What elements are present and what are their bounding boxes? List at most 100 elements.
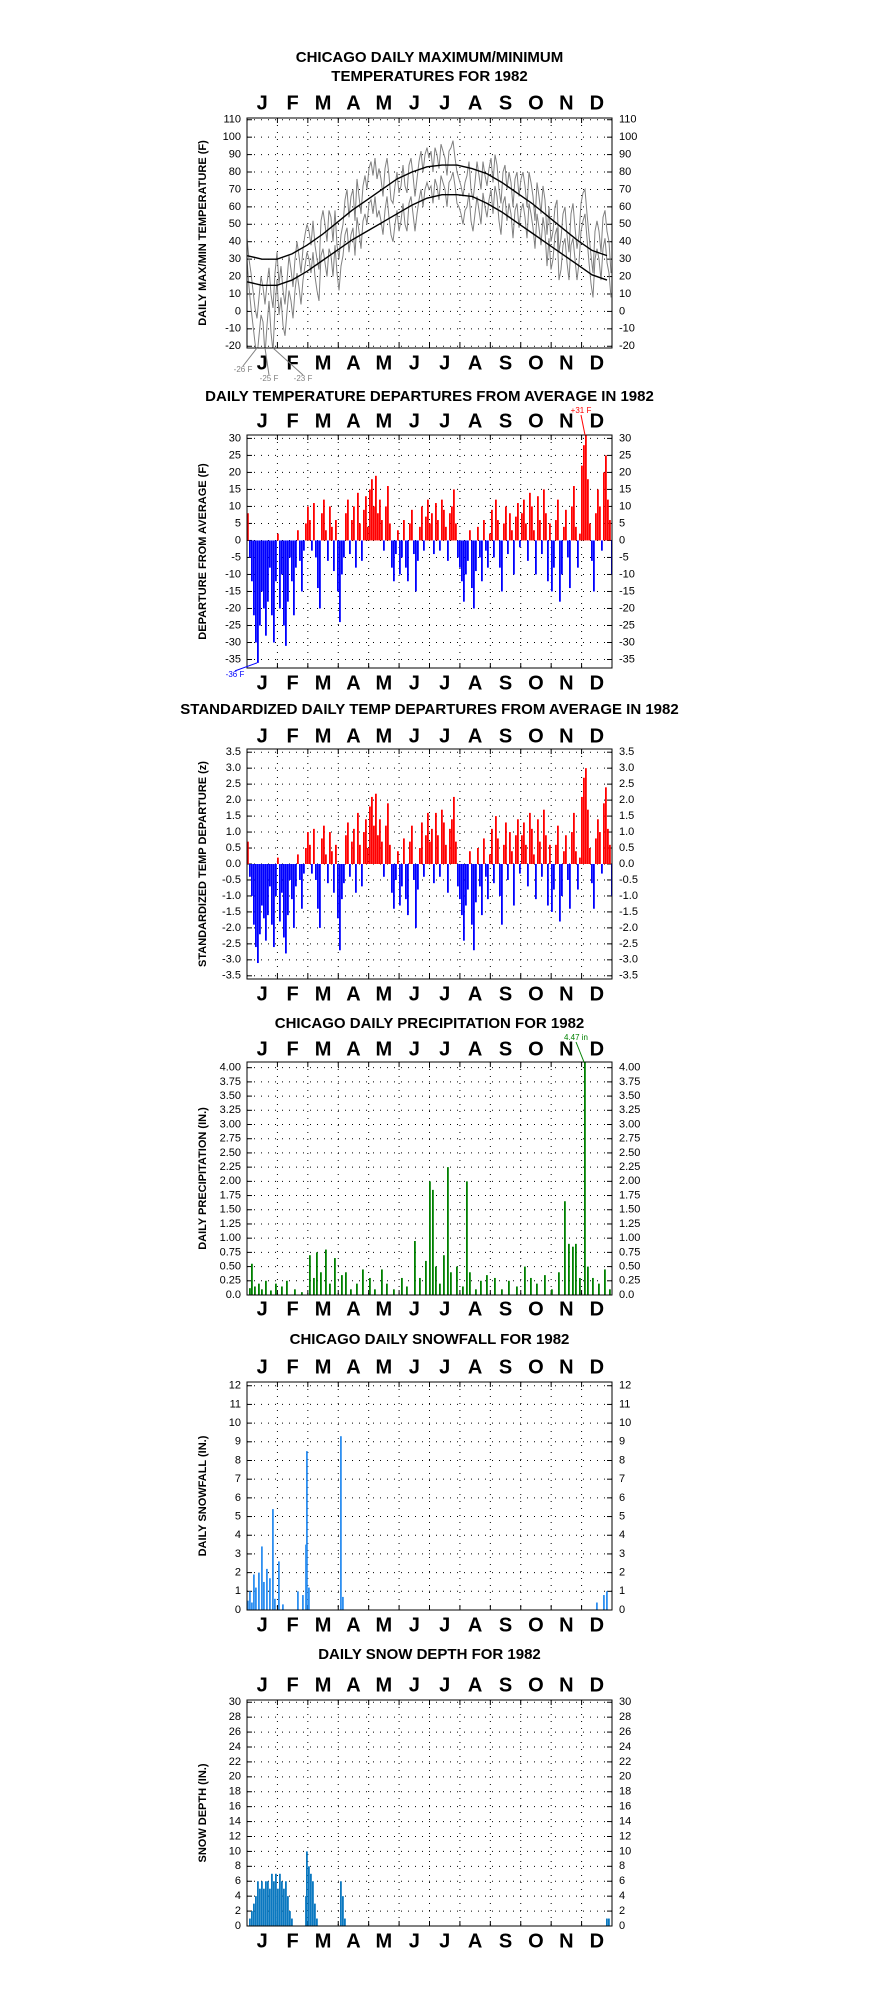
y-tick-label-left: 3.0 bbox=[226, 762, 241, 774]
y-tick-label-left: 3.5 bbox=[226, 746, 241, 758]
y-tick-label-left: 20 bbox=[229, 270, 241, 282]
bar bbox=[499, 540, 501, 568]
y-tick-label-left: 14 bbox=[229, 1815, 241, 1827]
month-label-top: O bbox=[528, 1674, 544, 1696]
month-label-bottom: D bbox=[590, 1298, 604, 1320]
bar bbox=[421, 506, 423, 541]
bar bbox=[407, 864, 409, 916]
bar bbox=[269, 540, 271, 568]
bar bbox=[551, 1289, 553, 1295]
y-tick-label-left: 18 bbox=[229, 1786, 241, 1798]
bar bbox=[345, 835, 347, 864]
y-tick-label-right: -3.5 bbox=[619, 970, 638, 982]
bar bbox=[437, 520, 439, 541]
y-tick-label-left: -35 bbox=[225, 653, 241, 665]
y-tick-label-right: 70 bbox=[619, 183, 631, 195]
bar bbox=[294, 1289, 296, 1295]
bar bbox=[277, 1888, 279, 1926]
bar bbox=[277, 857, 279, 864]
bar bbox=[592, 1277, 594, 1295]
bar bbox=[267, 540, 269, 602]
bar bbox=[517, 503, 519, 541]
bar bbox=[253, 1903, 255, 1926]
y-tick-label-right: 0.25 bbox=[619, 1275, 640, 1287]
bar bbox=[297, 854, 299, 864]
y-tick-label-right: 1.25 bbox=[619, 1218, 640, 1230]
y-tick-label-left: 12 bbox=[229, 1830, 241, 1842]
bar bbox=[279, 540, 281, 609]
month-label-bottom: M bbox=[315, 1614, 332, 1636]
y-tick-label-left: -30 bbox=[225, 636, 241, 648]
bar bbox=[283, 864, 285, 938]
bar bbox=[421, 822, 423, 864]
plot-frame bbox=[246, 117, 613, 349]
y-axis-label: STANDARDIZED TEMP DEPARTURE (z) bbox=[197, 761, 209, 967]
bar bbox=[329, 506, 331, 541]
bar bbox=[417, 540, 419, 561]
month-label-bottom: O bbox=[528, 983, 544, 1005]
month-label-top: A bbox=[468, 1038, 482, 1060]
bar bbox=[337, 864, 339, 919]
month-label-bottom: J bbox=[439, 983, 450, 1005]
bar bbox=[281, 864, 283, 893]
bar bbox=[275, 864, 277, 896]
bar bbox=[535, 540, 537, 575]
y-tick-label-right: 4 bbox=[619, 1529, 625, 1541]
bar bbox=[606, 1918, 608, 1926]
y-tick-label-left: 3.00 bbox=[220, 1118, 241, 1130]
y-tick-label-right: 16 bbox=[619, 1801, 631, 1813]
bar bbox=[287, 540, 289, 602]
y-tick-label-right: 20 bbox=[619, 1771, 631, 1783]
y-tick-label-right: 1.5 bbox=[619, 810, 634, 822]
month-label-bottom: A bbox=[346, 1298, 360, 1320]
y-tick-label-right: 90 bbox=[619, 148, 631, 160]
bar bbox=[463, 864, 465, 941]
month-label-top: J bbox=[257, 92, 268, 114]
bar bbox=[587, 1266, 589, 1295]
bar bbox=[379, 499, 381, 541]
month-label-bottom: S bbox=[499, 1298, 512, 1320]
y-tick-label-left: -1.5 bbox=[222, 906, 241, 918]
plot-frame bbox=[246, 748, 613, 980]
annotation-label: -36 F bbox=[226, 670, 245, 679]
y-tick-label-right: 0 bbox=[619, 305, 625, 317]
bar bbox=[255, 1587, 257, 1610]
y-tick-label-left: 90 bbox=[229, 148, 241, 160]
y-tick-label-right: 1.50 bbox=[619, 1204, 640, 1216]
bar bbox=[341, 540, 343, 575]
bar bbox=[333, 864, 335, 893]
bar bbox=[313, 503, 315, 541]
bar bbox=[543, 489, 545, 541]
bar bbox=[393, 864, 395, 909]
bar bbox=[583, 445, 585, 541]
bar bbox=[547, 540, 549, 582]
bar bbox=[589, 523, 591, 541]
bar bbox=[355, 864, 357, 893]
bar bbox=[385, 506, 387, 541]
bar bbox=[415, 540, 417, 592]
bar bbox=[409, 523, 411, 541]
bar bbox=[441, 809, 443, 864]
month-label-top: D bbox=[590, 410, 604, 432]
y-tick-label-left: 25 bbox=[229, 449, 241, 461]
month-label-top: A bbox=[468, 1674, 482, 1696]
month-label-top: S bbox=[499, 1356, 512, 1378]
bar bbox=[439, 1283, 441, 1295]
chart-title: CHICAGO DAILY MAXIMUM/MINIMUM bbox=[296, 49, 564, 66]
bar bbox=[585, 435, 587, 541]
bar bbox=[551, 864, 553, 912]
month-label-top: O bbox=[528, 1356, 544, 1378]
bar bbox=[345, 513, 347, 541]
bar bbox=[521, 513, 523, 541]
bar bbox=[425, 835, 427, 864]
bar bbox=[257, 540, 259, 663]
y-tick-label-right: -2.0 bbox=[619, 922, 638, 934]
bar bbox=[524, 1266, 526, 1295]
month-label-top: M bbox=[376, 410, 393, 432]
month-label-bottom: D bbox=[590, 1930, 604, 1952]
y-tick-label-right: 2 bbox=[619, 1905, 625, 1917]
bar bbox=[377, 835, 379, 864]
y-tick-label-left: 3 bbox=[235, 1548, 241, 1560]
bar bbox=[507, 540, 509, 555]
